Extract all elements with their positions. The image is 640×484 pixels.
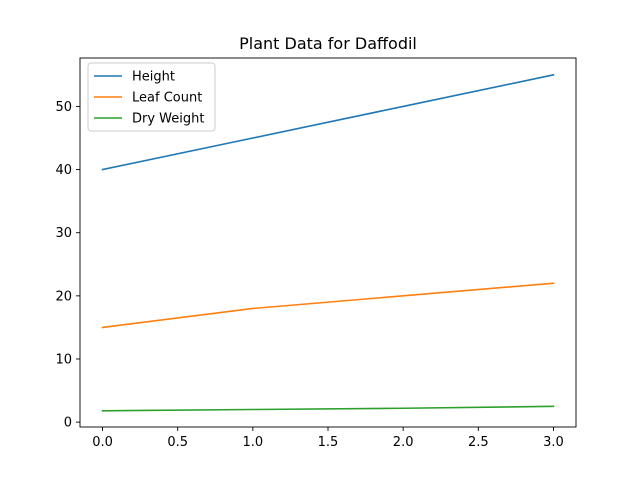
series-lines — [101, 73, 555, 412]
y-tick-label: 50 — [55, 100, 72, 115]
axes: 0.0 0.5 1.0 1.5 2.0 2.5 3.0 0 10 20 30 40 50 — [55, 57, 577, 450]
series-line-1 — [101, 73, 555, 171]
x-tick-label: 2.5 — [468, 435, 489, 450]
chart-title: Plant Data for Daffodil — [239, 34, 417, 53]
legend: Height Leaf Count Dry Weight — [87, 62, 216, 132]
y-tick-label: 10 — [55, 352, 72, 367]
legend-box — [87, 62, 216, 132]
series-line-3 — [101, 405, 555, 412]
x-tick-label: 0.0 — [92, 435, 113, 450]
x-tick-label: 1.5 — [318, 435, 339, 450]
y-tick-label: 40 — [55, 163, 72, 178]
legend-label: Dry Weight — [132, 112, 204, 127]
legend-label: Leaf Count — [132, 91, 202, 106]
x-tick-label: 0.5 — [167, 435, 188, 450]
y-tick-label: 20 — [55, 289, 72, 304]
y-tick-label: 30 — [55, 226, 72, 241]
x-tick-label: 1.0 — [243, 435, 264, 450]
series-line-2 — [101, 282, 555, 329]
legend-label: Height — [132, 70, 175, 85]
x-tick-label: 3.0 — [543, 435, 564, 450]
y-tick-label: 0 — [64, 416, 72, 431]
x-tick-label: 2.0 — [393, 435, 414, 450]
